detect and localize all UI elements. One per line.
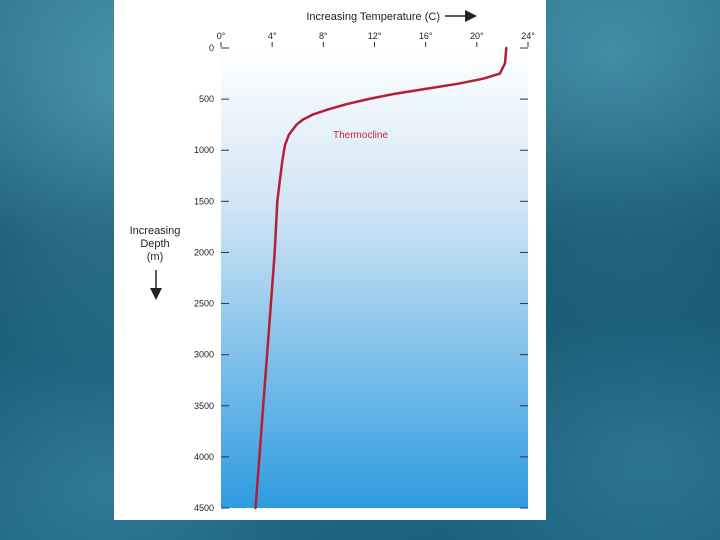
plot-area [221,48,528,508]
x-tick-label: 0° [217,31,226,41]
x-tick-label: 20° [470,31,484,41]
x-tick-label: 4° [268,31,277,41]
x-axis-title: Increasing Temperature (C) [306,11,440,23]
y-axis-title-line-2: Depth [140,238,169,250]
y-tick-label: 500 [199,94,214,104]
y-tick-label: 2500 [194,299,214,309]
y-tick-label: 1500 [194,196,214,206]
thermocline-label: Thermocline [333,130,388,141]
y-tick-label: 3000 [194,350,214,360]
x-tick-label: 8° [319,31,328,41]
thermocline-chart: 0° 4° 8° 12° 16° 20° 24° 0 500 1000 1500 2000 2500 3… [130,10,535,513]
y-axis-title-line-3: (m) [147,251,164,263]
x-tick-label: 24° [521,31,535,41]
y-tick-label: 4500 [194,503,214,513]
temperature-profile-line [254,46,508,510]
y-axis-title-line-1: Increasing [130,225,181,237]
y-tick-label: 0 [209,43,214,53]
y-tick-label: 3500 [194,401,214,411]
y-tick-label: 4000 [194,452,214,462]
y-tick-label: 2000 [194,247,214,257]
y-tick-label: 1000 [194,145,214,155]
x-tick-label: 16° [419,31,433,41]
slide-card: 0° 4° 8° 12° 16° 20° 24° 0 500 1000 1500 2000 2500 3… [114,0,546,520]
x-tick-label: 12° [368,31,382,41]
